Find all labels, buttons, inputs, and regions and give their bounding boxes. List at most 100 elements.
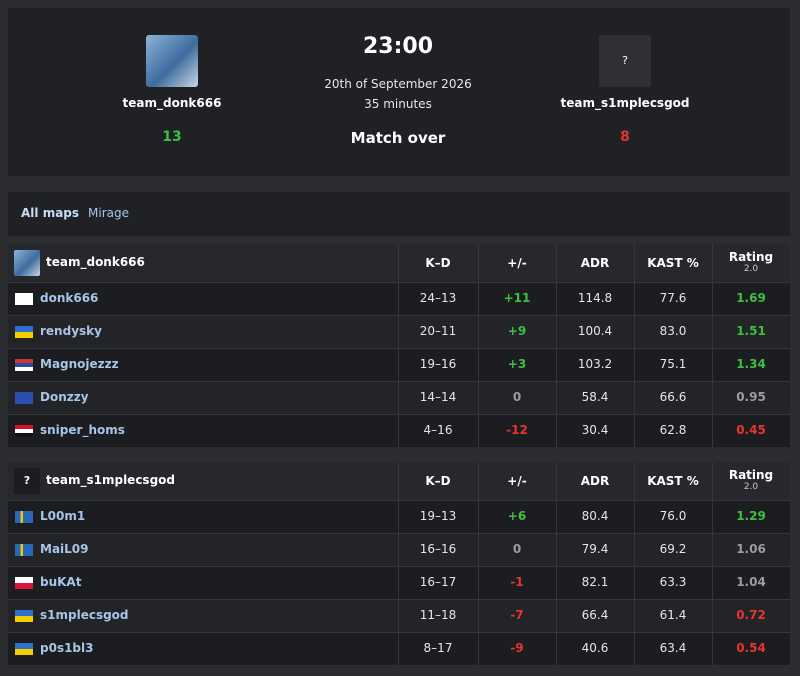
column-divider <box>712 500 713 533</box>
column-divider <box>712 462 713 500</box>
flag <box>15 359 33 371</box>
player-name[interactable]: buKAt <box>40 575 82 589</box>
stat-cell: 79.4 <box>581 542 609 556</box>
flag <box>15 425 33 437</box>
column-divider <box>478 315 479 348</box>
stat-cell: 66.6 <box>659 390 687 404</box>
column-divider <box>634 414 635 447</box>
player-name[interactable]: Magnojezzz <box>40 357 119 371</box>
column-divider <box>478 599 479 632</box>
player-name[interactable]: L00m1 <box>40 509 86 523</box>
table-header <box>8 462 790 500</box>
map-tab[interactable]: All maps <box>21 206 80 220</box>
stat-cell: +11 <box>503 291 531 305</box>
column-divider <box>398 632 399 665</box>
column-divider <box>398 381 399 414</box>
column-divider <box>398 315 399 348</box>
column-divider <box>398 414 399 447</box>
stat-cell: 30.4 <box>581 423 609 437</box>
stat-cell: 83.0 <box>659 324 687 338</box>
column-divider <box>478 282 479 315</box>
player-name[interactable]: p0s1bl3 <box>40 641 94 655</box>
column-divider <box>712 599 713 632</box>
stat-cell: 76.0 <box>659 509 687 523</box>
column-divider <box>712 348 713 381</box>
column-header: +/- <box>507 474 527 488</box>
column-divider <box>556 381 557 414</box>
team-score: 13 <box>162 129 182 145</box>
column-header: K–D <box>425 474 451 488</box>
team-logo-text: ? <box>622 54 628 67</box>
stat-cell: 1.06 <box>736 542 766 556</box>
column-divider <box>634 282 635 315</box>
stat-cell: 0.45 <box>736 423 766 437</box>
stat-cell: 8–17 <box>423 641 453 655</box>
column-header: K–D <box>425 256 451 270</box>
column-divider <box>478 414 479 447</box>
column-divider <box>478 244 479 282</box>
column-header: +/- <box>507 256 527 270</box>
stat-cell: 63.3 <box>659 575 687 589</box>
stat-cell: +6 <box>507 509 527 523</box>
team-score: 8 <box>620 129 630 145</box>
column-divider <box>478 381 479 414</box>
player-name[interactable]: rendysky <box>40 324 102 338</box>
column-divider <box>398 533 399 566</box>
player-name[interactable]: Donzzy <box>40 390 89 404</box>
column-divider <box>398 244 399 282</box>
player-name[interactable]: MaiL09 <box>40 542 89 556</box>
stat-cell: 0.54 <box>736 641 766 655</box>
column-divider <box>556 315 557 348</box>
stat-cell: 0.72 <box>736 608 766 622</box>
flag <box>15 577 33 589</box>
stat-cell: 61.4 <box>659 608 687 622</box>
column-divider <box>712 381 713 414</box>
stat-cell: 75.1 <box>659 357 687 371</box>
stat-cell: 1.29 <box>736 509 766 523</box>
stat-cell: 103.2 <box>577 357 613 371</box>
column-divider <box>398 566 399 599</box>
column-divider <box>712 244 713 282</box>
column-divider <box>634 315 635 348</box>
map-tab[interactable]: Mirage <box>88 206 129 220</box>
table-team-name: team_s1mplecsgod <box>46 473 175 487</box>
team-logo-small <box>14 468 40 494</box>
flag <box>15 643 33 655</box>
player-name[interactable]: s1mplecsgod <box>40 608 129 622</box>
column-divider <box>634 348 635 381</box>
stat-cell: 19–16 <box>419 357 457 371</box>
stat-cell: 16–16 <box>419 542 457 556</box>
stat-cell: 58.4 <box>581 390 609 404</box>
column-divider <box>556 632 557 665</box>
column-divider <box>712 533 713 566</box>
team-logo <box>146 35 198 87</box>
match-header <box>8 8 790 176</box>
team-logo-text: ? <box>23 474 31 487</box>
player-name[interactable]: sniper_homs <box>40 423 125 437</box>
player-name[interactable]: donk666 <box>40 291 99 305</box>
column-header-sub: 2.0 <box>743 264 759 274</box>
stat-cell: 11–18 <box>419 608 457 622</box>
stat-cell: 16–17 <box>419 575 457 589</box>
column-divider <box>634 462 635 500</box>
column-divider <box>556 348 557 381</box>
column-divider <box>556 414 557 447</box>
table-team-name: team_donk666 <box>46 255 145 269</box>
flag <box>15 544 33 556</box>
column-header: ADR <box>580 474 610 488</box>
column-header: ADR <box>580 256 610 270</box>
maps-bar <box>8 192 790 236</box>
team-name: team_s1mplecsgod <box>560 96 690 110</box>
column-header: Rating <box>728 468 774 482</box>
column-divider <box>556 533 557 566</box>
column-divider <box>478 566 479 599</box>
column-header: KAST % <box>647 474 699 488</box>
column-divider <box>398 462 399 500</box>
player-row <box>8 533 790 566</box>
column-divider <box>712 632 713 665</box>
column-divider <box>712 282 713 315</box>
player-row <box>8 315 790 348</box>
stat-cell: -9 <box>510 641 524 655</box>
team-logo <box>599 35 651 87</box>
player-row <box>8 381 790 414</box>
